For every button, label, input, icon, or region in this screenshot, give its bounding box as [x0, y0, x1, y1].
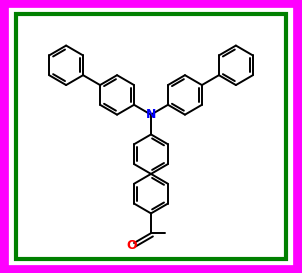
- Text: N: N: [146, 108, 156, 121]
- Text: O: O: [127, 239, 137, 252]
